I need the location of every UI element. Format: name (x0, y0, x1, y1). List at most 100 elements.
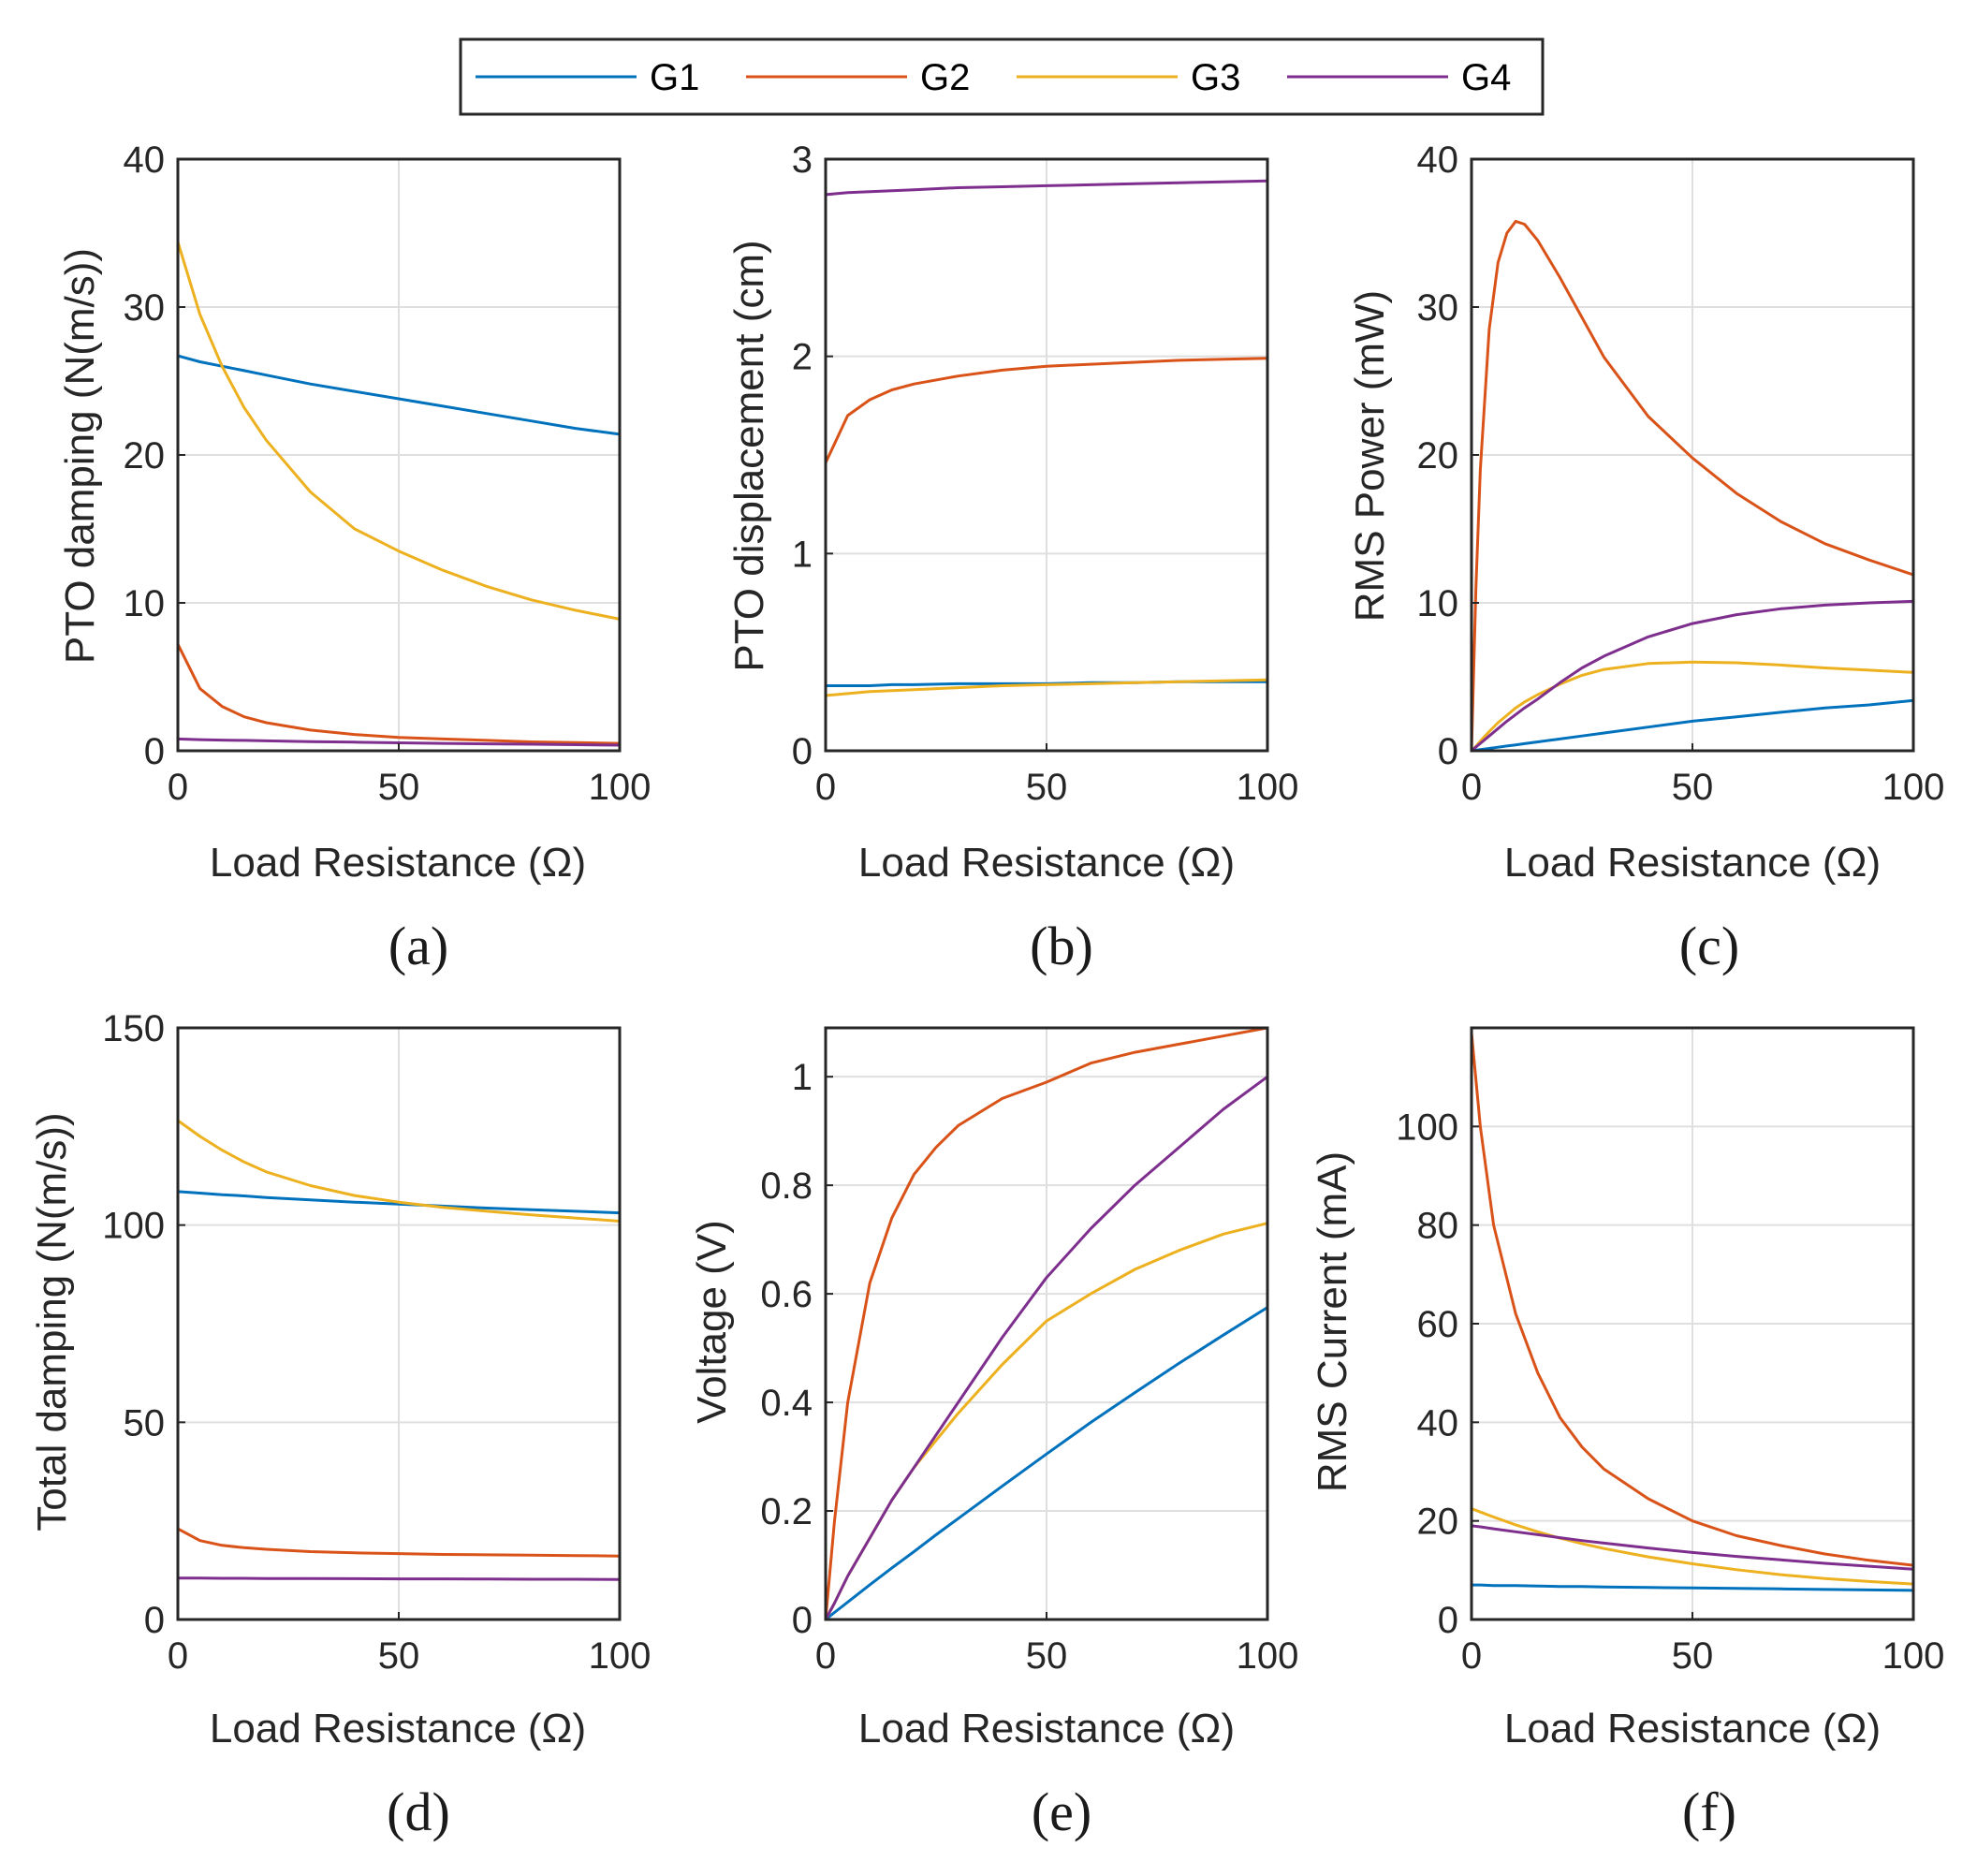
panel-label-d: (d) (387, 1781, 450, 1842)
xtick-label-d-2: 100 (589, 1635, 652, 1677)
panel-label-e: (e) (1032, 1781, 1091, 1842)
chart-f: 0 50 100 0 20 40 60 80 100 (1396, 1026, 1945, 1677)
xtick-label-b-2: 100 (1237, 767, 1299, 808)
xtick-label-c-1: 50 (1672, 767, 1714, 808)
series-d-g3 (177, 1119, 621, 1223)
chart-a: 0 50 100 0 10 20 30 40 (124, 139, 652, 808)
ytick-label-c-1: 10 (1417, 583, 1459, 624)
legend-label-g4: G4 (1461, 57, 1511, 98)
legend-entry-g2: G2 (746, 57, 970, 98)
series-f-g4 (1471, 1524, 1914, 1571)
series-b-g2 (824, 357, 1268, 464)
ytick-label-e-1: 0.2 (760, 1491, 813, 1532)
ytick-label-d-3: 150 (102, 1008, 165, 1049)
series-f-g3 (1471, 1507, 1914, 1586)
ytick-label-e-4: 0.8 (760, 1165, 813, 1207)
ytick-label-f-4: 80 (1417, 1206, 1459, 1247)
legend-entry-g3: G3 (1017, 57, 1240, 98)
ytick-label-e-3: 0.6 (760, 1274, 813, 1315)
ytick-label-f-0: 0 (1438, 1600, 1458, 1641)
ytick-label-d-2: 100 (102, 1206, 165, 1247)
xlabel-b: Load Resistance (Ω) (858, 840, 1235, 886)
ytick-label-b-1: 1 (792, 534, 813, 575)
xtick-label-b-0: 0 (815, 767, 836, 808)
ylabel-d: Total damping (N(m/s)) (29, 1112, 75, 1531)
xtick-label-b-1: 50 (1026, 767, 1068, 808)
xtick-label-d-0: 0 (168, 1635, 188, 1677)
ytick-label-b-2: 2 (792, 337, 813, 378)
chart-d: 0 50 100 0 50 100 150 (102, 1008, 651, 1677)
ytick-label-e-2: 0.4 (760, 1383, 813, 1424)
chart-c: 0 50 100 0 10 20 30 40 (1417, 139, 1945, 808)
ylabel-a: PTO damping (N(m/s)) (57, 248, 103, 664)
xtick-label-c-2: 100 (1882, 767, 1945, 808)
ylabel-c: RMS Power (mW) (1347, 290, 1393, 622)
legend-label-g1: G1 (650, 57, 699, 98)
legend-entry-g1: G1 (476, 57, 699, 98)
series-c-g4 (1471, 599, 1914, 753)
series-e-g2 (824, 1026, 1268, 1620)
xlabel-e: Load Resistance (Ω) (858, 1706, 1235, 1751)
xlabel-f: Load Resistance (Ω) (1504, 1706, 1881, 1751)
series-a-g2 (176, 643, 621, 745)
ytick-label-d-1: 50 (124, 1402, 166, 1444)
series-f-g2 (1470, 1033, 1914, 1567)
ytick-label-c-3: 30 (1417, 287, 1459, 329)
ytick-label-a-2: 20 (124, 435, 166, 476)
ytick-label-c-4: 40 (1417, 139, 1459, 181)
chart-e: 0 50 100 0 0.2 0.4 0.6 0.8 1 (760, 1026, 1299, 1677)
series-c-g1 (1471, 698, 1914, 753)
legend-entry-g4: G4 (1287, 57, 1511, 98)
panel-label-a: (a) (388, 916, 448, 976)
xlabel-d: Load Resistance (Ω) (210, 1706, 586, 1751)
series-e-g4 (824, 1075, 1268, 1620)
xtick-label-a-0: 0 (168, 767, 188, 808)
series-d-g1 (177, 1190, 621, 1215)
series-a-g3 (176, 242, 621, 621)
xtick-label-e-2: 100 (1237, 1635, 1299, 1677)
panel-label-f: (f) (1682, 1781, 1736, 1842)
xtick-label-a-2: 100 (589, 767, 652, 808)
xtick-label-a-1: 50 (378, 767, 420, 808)
xtick-label-c-0: 0 (1461, 767, 1482, 808)
legend-label-g3: G3 (1191, 57, 1240, 98)
ytick-label-f-3: 60 (1417, 1304, 1459, 1345)
xtick-label-f-2: 100 (1882, 1635, 1945, 1677)
series-d-g4 (178, 1576, 621, 1581)
ylabel-e: Voltage (V) (689, 1220, 735, 1424)
ytick-label-c-0: 0 (1438, 731, 1458, 772)
ytick-label-c-2: 20 (1417, 435, 1459, 476)
ytick-label-b-0: 0 (792, 731, 813, 772)
ytick-label-a-4: 40 (124, 139, 166, 181)
xlabel-c: Load Resistance (Ω) (1504, 840, 1881, 886)
ytick-label-d-0: 0 (144, 1600, 165, 1641)
ytick-label-f-2: 40 (1417, 1402, 1459, 1444)
ytick-label-f-5: 100 (1396, 1107, 1458, 1148)
panel-label-b: (b) (1030, 916, 1093, 976)
series-b-g3 (825, 678, 1268, 697)
chart-b: 0 50 100 0 1 2 3 (792, 139, 1299, 808)
xlabel-a: Load Resistance (Ω) (210, 840, 586, 886)
series-d-g2 (177, 1527, 621, 1558)
legend: G1 G2 G3 G4 (459, 37, 1545, 116)
ytick-label-e-0: 0 (792, 1600, 813, 1641)
ylabel-b: PTO displacement (cm) (726, 240, 772, 671)
xtick-label-e-0: 0 (815, 1635, 836, 1677)
series-e-g1 (825, 1306, 1268, 1621)
series-b-g4 (825, 179, 1268, 197)
xtick-label-f-0: 0 (1461, 1635, 1482, 1677)
ytick-label-b-3: 3 (792, 139, 813, 181)
ytick-label-a-0: 0 (144, 731, 165, 772)
xtick-label-e-1: 50 (1026, 1635, 1068, 1677)
panel-label-c: (c) (1679, 916, 1739, 976)
series-f-g1 (1472, 1583, 1914, 1592)
xtick-label-d-1: 50 (378, 1635, 420, 1677)
ylabel-f: RMS Current (mA) (1310, 1151, 1355, 1492)
legend-label-g2: G2 (920, 57, 970, 98)
xtick-label-f-1: 50 (1672, 1635, 1714, 1677)
ytick-label-a-3: 30 (124, 287, 166, 329)
ytick-label-e-5: 1 (792, 1057, 813, 1098)
